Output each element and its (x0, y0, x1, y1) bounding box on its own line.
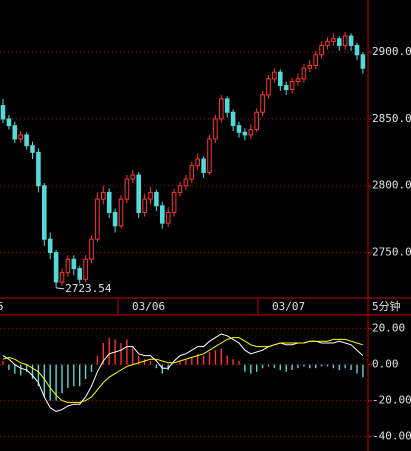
y-tick-label: 2750.00 (372, 246, 411, 259)
period-label: 5分钟 (372, 299, 401, 313)
candle-body (130, 174, 136, 180)
candle-body (360, 54, 366, 69)
candle-body (112, 211, 118, 227)
candle-body (207, 138, 212, 173)
candle-body (266, 78, 271, 96)
candle-body (183, 178, 189, 187)
candle-body (77, 268, 83, 280)
candle-body (224, 98, 230, 113)
candle-body (0, 105, 6, 120)
candle-body (242, 131, 248, 136)
candle-body (160, 205, 165, 224)
candle-body (30, 145, 35, 153)
candle-body (89, 238, 94, 260)
candle-body (195, 158, 200, 167)
candle-body (42, 185, 47, 240)
candle-body (71, 258, 77, 270)
candle-body (124, 178, 130, 200)
candle-body (53, 252, 59, 283)
y-tick-label: 2900.00 (372, 45, 411, 58)
candle-body (148, 191, 153, 200)
candle-body (189, 165, 195, 180)
macd-line (2, 337, 364, 403)
x-tick-label: 03/06 (132, 300, 165, 313)
candle-body (254, 111, 259, 131)
annotation: 2723.54 (65, 282, 112, 295)
y-tick-label: -40.00 (372, 430, 411, 443)
candle-body (24, 134, 29, 147)
candle-body (219, 98, 224, 120)
candle-body (213, 118, 218, 140)
y-tick-label: 2850.00 (372, 112, 411, 125)
candle-body (12, 125, 18, 140)
y-tick-label: 0.00 (372, 358, 399, 371)
candle-body (59, 272, 65, 283)
candle-body (6, 118, 12, 127)
candle-body (325, 40, 330, 46)
candle-body (165, 211, 171, 224)
candle-body (101, 191, 106, 200)
candle-body (337, 38, 342, 46)
candle-body (83, 258, 88, 280)
candle-body (171, 191, 177, 213)
candle-body (36, 151, 41, 187)
candle-body (354, 44, 360, 56)
x-tick-label: 03/07 (272, 300, 305, 313)
candle-body (177, 185, 183, 193)
candle-body (65, 258, 71, 274)
candle-body (331, 38, 336, 42)
candle-body (106, 191, 112, 213)
candle-body (154, 191, 159, 207)
candle-body (301, 67, 307, 80)
candle-body (295, 78, 301, 83)
candle-body (319, 44, 324, 56)
candle-body (230, 111, 236, 127)
candle-body (283, 85, 289, 91)
candle-body (289, 81, 295, 91)
candle-body (348, 35, 354, 46)
candle-body (248, 129, 254, 136)
candle-body (118, 198, 124, 227)
annotation-leader (56, 287, 65, 290)
candle-body (272, 71, 277, 80)
y-tick-label: -20.00 (372, 394, 411, 407)
candle-body (313, 54, 318, 66)
candle-body (307, 64, 313, 69)
candle-body (47, 238, 53, 254)
candle-body (260, 94, 265, 113)
candle-body (201, 158, 206, 173)
y-tick-label: 2800.00 (372, 179, 411, 192)
candle-body (18, 134, 23, 140)
x-tick-label: 5 (0, 300, 4, 313)
candle-body (95, 198, 100, 240)
candle-body (342, 35, 348, 46)
y-tick-label: 20.00 (372, 322, 405, 335)
candle-body (136, 174, 141, 213)
candle-body (236, 125, 242, 133)
candle-body (278, 71, 283, 87)
candle-body (142, 198, 147, 213)
